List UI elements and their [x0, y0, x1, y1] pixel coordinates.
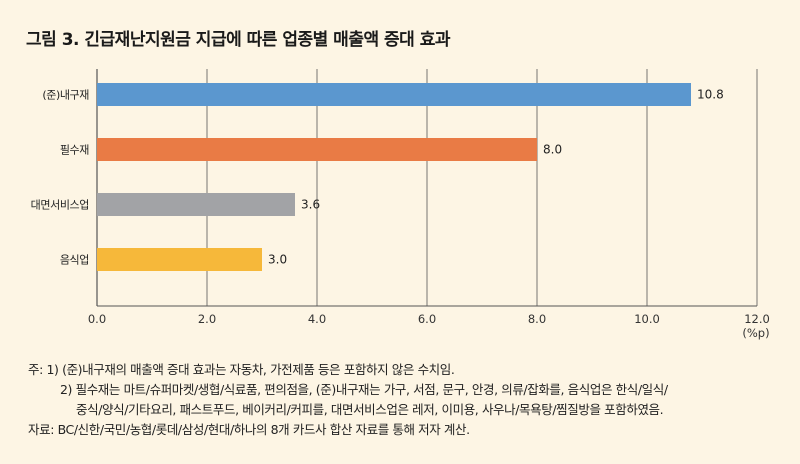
x-tick-label: 0.0 — [88, 312, 106, 326]
x-tick-label: 12.0 — [744, 312, 770, 326]
bars — [97, 83, 691, 271]
x-tick-label: 6.0 — [418, 312, 436, 326]
source-note: 자료: BC/신한/국민/농협/롯데/삼성/현대/하나의 8개 카드사 합산 자… — [28, 422, 470, 437]
bar-value-label: 3.0 — [268, 253, 287, 267]
x-tick-label: 8.0 — [528, 312, 546, 326]
note-1: 주: 1) (준)내구재의 매출액 증대 효과는 자동차, 가전제품 등은 포함… — [28, 362, 455, 377]
bar — [97, 138, 537, 161]
category-label: 필수재 — [60, 144, 89, 157]
footnotes: 주: 1) (준)내구재의 매출액 증대 효과는 자동차, 가전제품 등은 포함… — [28, 360, 788, 440]
bar-value-label: 3.6 — [301, 198, 320, 212]
chart-grid — [96, 69, 758, 307]
x-axis-unit: (%p) — [742, 326, 769, 340]
note-2: 2) 필수재는 마트/슈퍼마켓/생협/식료품, 편의점을, (준)내구재는 가구… — [60, 382, 668, 397]
x-tick-label: 4.0 — [308, 312, 326, 326]
x-tick-label: 10.0 — [634, 312, 660, 326]
x-tick-labels: 0.0 2.0 4.0 6.0 8.0 10.0 12.0 — [88, 312, 770, 326]
bar — [97, 83, 691, 106]
bar-value-label: 8.0 — [543, 143, 562, 157]
note-2-continued: 중식/양식/기타요리, 패스트푸드, 베이커리/커피를, 대면서비스업은 레저,… — [76, 402, 664, 417]
bar — [97, 193, 295, 216]
bar — [97, 248, 262, 271]
category-label: (준)내구재 — [42, 89, 89, 102]
category-label: 대면서비스업 — [31, 199, 89, 212]
x-tick-label: 2.0 — [198, 312, 216, 326]
bar-value-label: 10.8 — [697, 88, 724, 102]
category-label: 음식업 — [60, 254, 89, 267]
chart-title: 그림 3. 긴급재난지원금 지급에 따른 업종별 매출액 증대 효과 — [26, 30, 451, 50]
value-labels: 10.8 8.0 3.6 3.0 — [268, 88, 724, 267]
